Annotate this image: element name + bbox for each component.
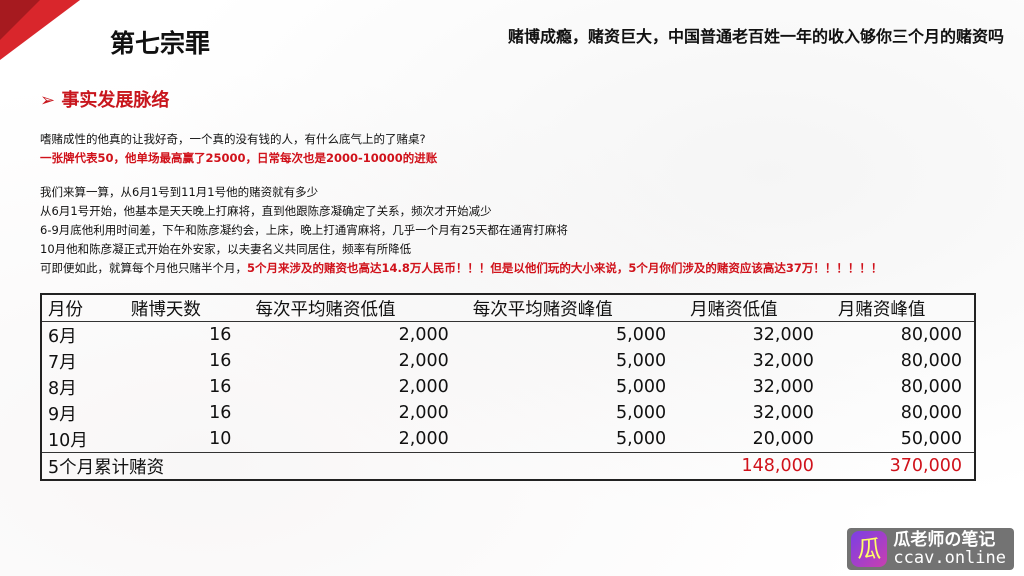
section-title: 事实发展脉络 [61, 90, 170, 111]
watermark-logo-icon: 瓜 [851, 531, 888, 567]
section-heading: ➢ 事实发展脉络 [40, 86, 169, 112]
text-part: 可即便如此，就算每个月他只赌半个月， [40, 261, 247, 275]
table-cell: 5,000 [616, 377, 667, 397]
total-low: 148,000 [678, 452, 826, 480]
arrow-bullet-icon: ➢ [40, 90, 56, 111]
column-header: 月赌资峰值 [825, 294, 975, 322]
table-row: 6月 16 2,000 5,000 32,000 80,000 [41, 322, 975, 349]
table-cell: 5,000 [616, 403, 667, 423]
table-cell: 16 [209, 351, 232, 371]
table-row: 7月 16 2,000 5,000 32,000 80,000 [41, 348, 975, 374]
gambling-table: 月份 赌博天数 每次平均赌资低值 每次平均赌资峰值 月赌资低值 月赌资峰值 6月 16 2,0… [40, 293, 976, 481]
table-cell: 2,000 [398, 377, 449, 397]
table-cell: 80,000 [900, 377, 962, 397]
text-line: 从6月1号开始，他基本是天天晚上打麻将，直到他跟陈彦凝确定了关系，频次才开始减少 [40, 204, 492, 218]
table-cell: 16 [209, 377, 232, 397]
table-cell: 5,000 [616, 351, 667, 371]
total-high: 370,000 [825, 452, 975, 480]
table-cell: 20,000 [752, 429, 814, 449]
text-line: 我们来算一算，从6月1号到11月1号他的赌资就有多少 [40, 185, 319, 199]
total-label: 5个月累计赌资 [41, 452, 679, 480]
table-cell: 2,000 [398, 429, 449, 449]
text-line: 6-9月底他利用时间差，下午和陈彦凝约会，上床，晚上打通宵麻将，几乎一个月有25… [40, 223, 568, 237]
text-part-highlight: 5个月来涉及的赌资也高达14.8万人民币！！！但是以他们玩的大小来说，5个月你们… [247, 261, 883, 275]
table-row: 8月 16 2,000 5,000 32,000 80,000 [41, 374, 975, 400]
table-cell: 5,000 [616, 325, 667, 345]
column-header: 月赌资低值 [678, 294, 826, 322]
table-cell: 7月 [48, 352, 77, 373]
text-line-highlight: 一张牌代表50，他单场最高赢了25000，日常每次也是2000-10000的进账 [40, 151, 438, 165]
table-cell: 80,000 [900, 325, 962, 345]
column-header: 月份 [41, 294, 119, 322]
table-cell: 32,000 [752, 403, 814, 423]
watermark-site: ccav.online [893, 548, 1006, 568]
table-row: 10月 10 2,000 5,000 20,000 50,000 [41, 426, 975, 453]
table-total-row: 5个月累计赌资 148,000 370,000 [41, 452, 975, 480]
body-text: 嗜赌成性的他真的让我好奇，一个真的没有钱的人，有什么底气上的了赌桌? 一张牌代表… [40, 130, 882, 278]
table-cell: 50,000 [900, 429, 962, 449]
table-cell: 8月 [48, 378, 77, 399]
table-cell: 5,000 [616, 429, 667, 449]
slide-title: 第七宗罪 [110, 29, 211, 58]
text-line: 10月他和陈彦凝正式开始在外安家，以夫妻名义共同居住，频率有所降低 [40, 242, 412, 256]
slide-subtitle: 赌博成瘾，赌资巨大，中国普通老百姓一年的收入够你三个月的赌资吗 [507, 27, 1004, 46]
table-cell: 2,000 [398, 403, 449, 423]
table-cell: 10 [209, 429, 232, 449]
table-cell: 80,000 [900, 351, 962, 371]
column-header: 赌博天数 [118, 294, 244, 322]
column-header: 每次平均赌资峰值 [460, 294, 679, 322]
table-cell: 16 [209, 325, 232, 345]
table-cell: 2,000 [398, 325, 449, 345]
text-line: 可即便如此，就算每个月他只赌半个月，5个月来涉及的赌资也高达14.8万人民币！！… [40, 259, 882, 278]
table-cell: 10月 [48, 430, 88, 451]
table-cell: 9月 [48, 404, 77, 425]
table-cell: 16 [209, 403, 232, 423]
text-line: 嗜赌成性的他真的让我好奇，一个真的没有钱的人，有什么底气上的了赌桌? [40, 132, 426, 146]
watermark-name: 瓜老师の笔记 [893, 530, 996, 550]
table-row: 9月 16 2,000 5,000 32,000 80,000 [41, 400, 975, 426]
table-cell: 6月 [48, 326, 77, 347]
table-cell: 32,000 [752, 377, 814, 397]
table-cell: 32,000 [752, 325, 814, 345]
corner-decoration-dark [0, 0, 40, 40]
table-header-row: 月份 赌博天数 每次平均赌资低值 每次平均赌资峰值 月赌资低值 月赌资峰值 [41, 294, 975, 322]
watermark: 瓜 瓜老师の笔记 ccav.online [847, 528, 1014, 570]
column-header: 每次平均赌资低值 [243, 294, 461, 322]
table-cell: 2,000 [398, 351, 449, 371]
table-cell: 32,000 [752, 351, 814, 371]
table-cell: 80,000 [900, 403, 962, 423]
